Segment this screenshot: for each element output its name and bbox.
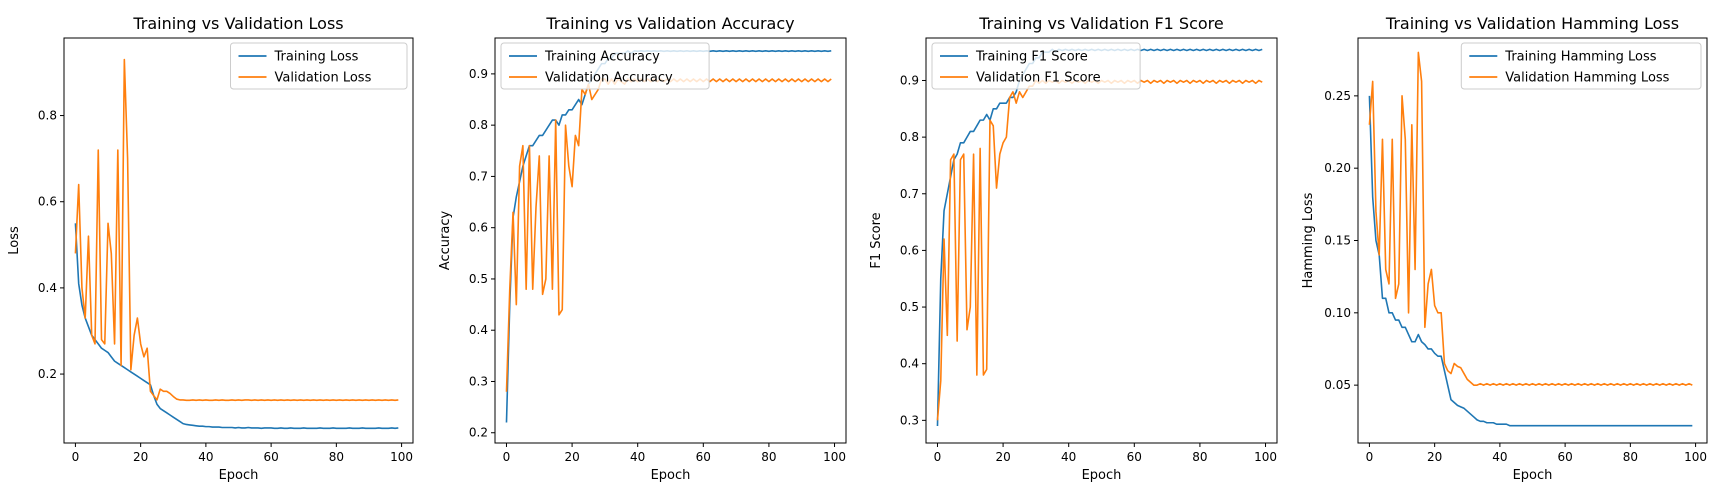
y-tick-label: 0.05 [1324, 378, 1351, 392]
chart-panel-4: Training vs Validation Hamming Loss 0 20 40… [1301, 14, 1708, 483]
y-tick-label: 0.2 [38, 367, 57, 381]
series-line-training-hamming-loss [1368, 95, 1693, 427]
x-tick-label: 100 [1254, 450, 1277, 464]
x-tick-label: 60 [1127, 450, 1142, 464]
x-tick-label: 0 [1366, 450, 1374, 464]
axes-frame [925, 37, 1278, 444]
legend-box [1460, 42, 1702, 90]
legend: Training Accuracy Validation Accuracy [500, 42, 710, 90]
chart-title: Training vs Validation F1 Score [978, 14, 1223, 33]
x-axis-label: Epoch [651, 468, 691, 483]
legend: Training Loss Validation Loss [230, 42, 408, 90]
x-tick-label: 100 [390, 450, 413, 464]
x-tick-label: 40 [630, 450, 645, 464]
y-tick-label: 0.4 [469, 323, 488, 337]
y-tick-label: 0.6 [38, 195, 57, 209]
y-tick-label: 0.9 [900, 73, 919, 87]
series-line-validation-loss [74, 58, 399, 402]
chart-panel-2: Training vs Validation Accuracy 0 20 40 60 80… [438, 14, 847, 483]
axes-frame [63, 37, 414, 444]
series-line-validation-accuracy [505, 78, 832, 392]
y-axis-label: Loss [7, 226, 22, 255]
series-line-validation-hamming-loss [1368, 51, 1693, 386]
y-tick-label: 0.4 [38, 281, 57, 295]
x-tick-label: 60 [263, 450, 278, 464]
x-tick-label: 20 [564, 450, 579, 464]
x-tick-label: 40 [1061, 450, 1076, 464]
x-tick-label: 20 [1427, 450, 1442, 464]
x-tick-label: 80 [761, 450, 776, 464]
y-tick-label: 0.8 [38, 109, 57, 123]
x-tick-label: 20 [133, 450, 148, 464]
legend-label: Validation F1 Score [976, 71, 1101, 86]
legend-label: Training Loss [274, 50, 359, 65]
legend-label: Training F1 Score [975, 50, 1088, 65]
y-tick-label: 0.8 [900, 130, 919, 144]
legend-label: Training Accuracy [544, 50, 660, 65]
x-tick-label: 0 [72, 450, 80, 464]
legend-label: Training Hamming Loss [1504, 50, 1656, 65]
y-tick-label: 0.5 [469, 272, 488, 286]
chart-panel-1: Training vs Validation Loss 0 20 40 60 80 100 0… [7, 14, 414, 483]
x-tick-label: 20 [995, 450, 1010, 464]
y-tick-label: 0.6 [900, 243, 919, 257]
x-tick-label: 60 [1557, 450, 1572, 464]
y-tick-label: 0.3 [469, 374, 488, 388]
legend-label: Validation Accuracy [545, 71, 673, 86]
axes-frame [494, 37, 847, 444]
x-tick-label: 100 [823, 450, 846, 464]
series-line-validation-f1-score [936, 79, 1263, 421]
y-tick-label: 0.10 [1324, 306, 1351, 320]
chart-title: Training vs Validation Accuracy [545, 14, 794, 33]
y-tick-label: 0.2 [469, 426, 488, 440]
legend-label: Validation Hamming Loss [1505, 71, 1669, 86]
x-axis-label: Epoch [1082, 468, 1122, 483]
y-tick-label: 0.8 [469, 118, 488, 132]
legend-box [500, 42, 710, 90]
y-tick-label: 0.20 [1324, 161, 1351, 175]
x-tick-label: 0 [503, 450, 511, 464]
y-tick-label: 0.9 [469, 67, 488, 81]
legend-box [931, 42, 1141, 90]
x-tick-label: 0 [934, 450, 942, 464]
y-tick-label: 0.5 [900, 300, 919, 314]
x-tick-label: 100 [1684, 450, 1707, 464]
y-tick-label: 0.4 [900, 357, 919, 371]
series-line-training-loss [74, 223, 399, 430]
x-tick-label: 40 [198, 450, 213, 464]
x-axis-label: Epoch [219, 468, 259, 483]
x-tick-label: 80 [329, 450, 344, 464]
x-tick-label: 40 [1492, 450, 1507, 464]
x-tick-label: 60 [696, 450, 711, 464]
y-tick-label: 0.3 [900, 413, 919, 427]
y-tick-label: 0.7 [900, 187, 919, 201]
y-tick-label: 0.6 [469, 221, 488, 235]
legend: Training Hamming Loss Validation Hamming … [1460, 42, 1702, 90]
chart-title: Training vs Validation Hamming Loss [1385, 14, 1679, 33]
x-tick-label: 80 [1192, 450, 1207, 464]
y-axis-label: Hamming Loss [1301, 192, 1316, 288]
y-tick-label: 0.7 [469, 169, 488, 183]
series-line-training-accuracy [505, 50, 832, 423]
y-axis-label: F1 Score [869, 212, 884, 268]
legend-box [230, 42, 408, 90]
x-axis-label: Epoch [1513, 468, 1553, 483]
y-tick-label: 0.25 [1324, 89, 1351, 103]
chart-panel-3: Training vs Validation F1 Score 0 20 40 60 80… [869, 14, 1278, 483]
y-axis-label: Accuracy [438, 211, 453, 271]
legend-label: Validation Loss [275, 71, 372, 86]
legend: Training F1 Score Validation F1 Score [931, 42, 1141, 90]
chart-title: Training vs Validation Loss [132, 14, 343, 33]
x-tick-label: 80 [1623, 450, 1638, 464]
y-tick-label: 0.15 [1324, 234, 1351, 248]
